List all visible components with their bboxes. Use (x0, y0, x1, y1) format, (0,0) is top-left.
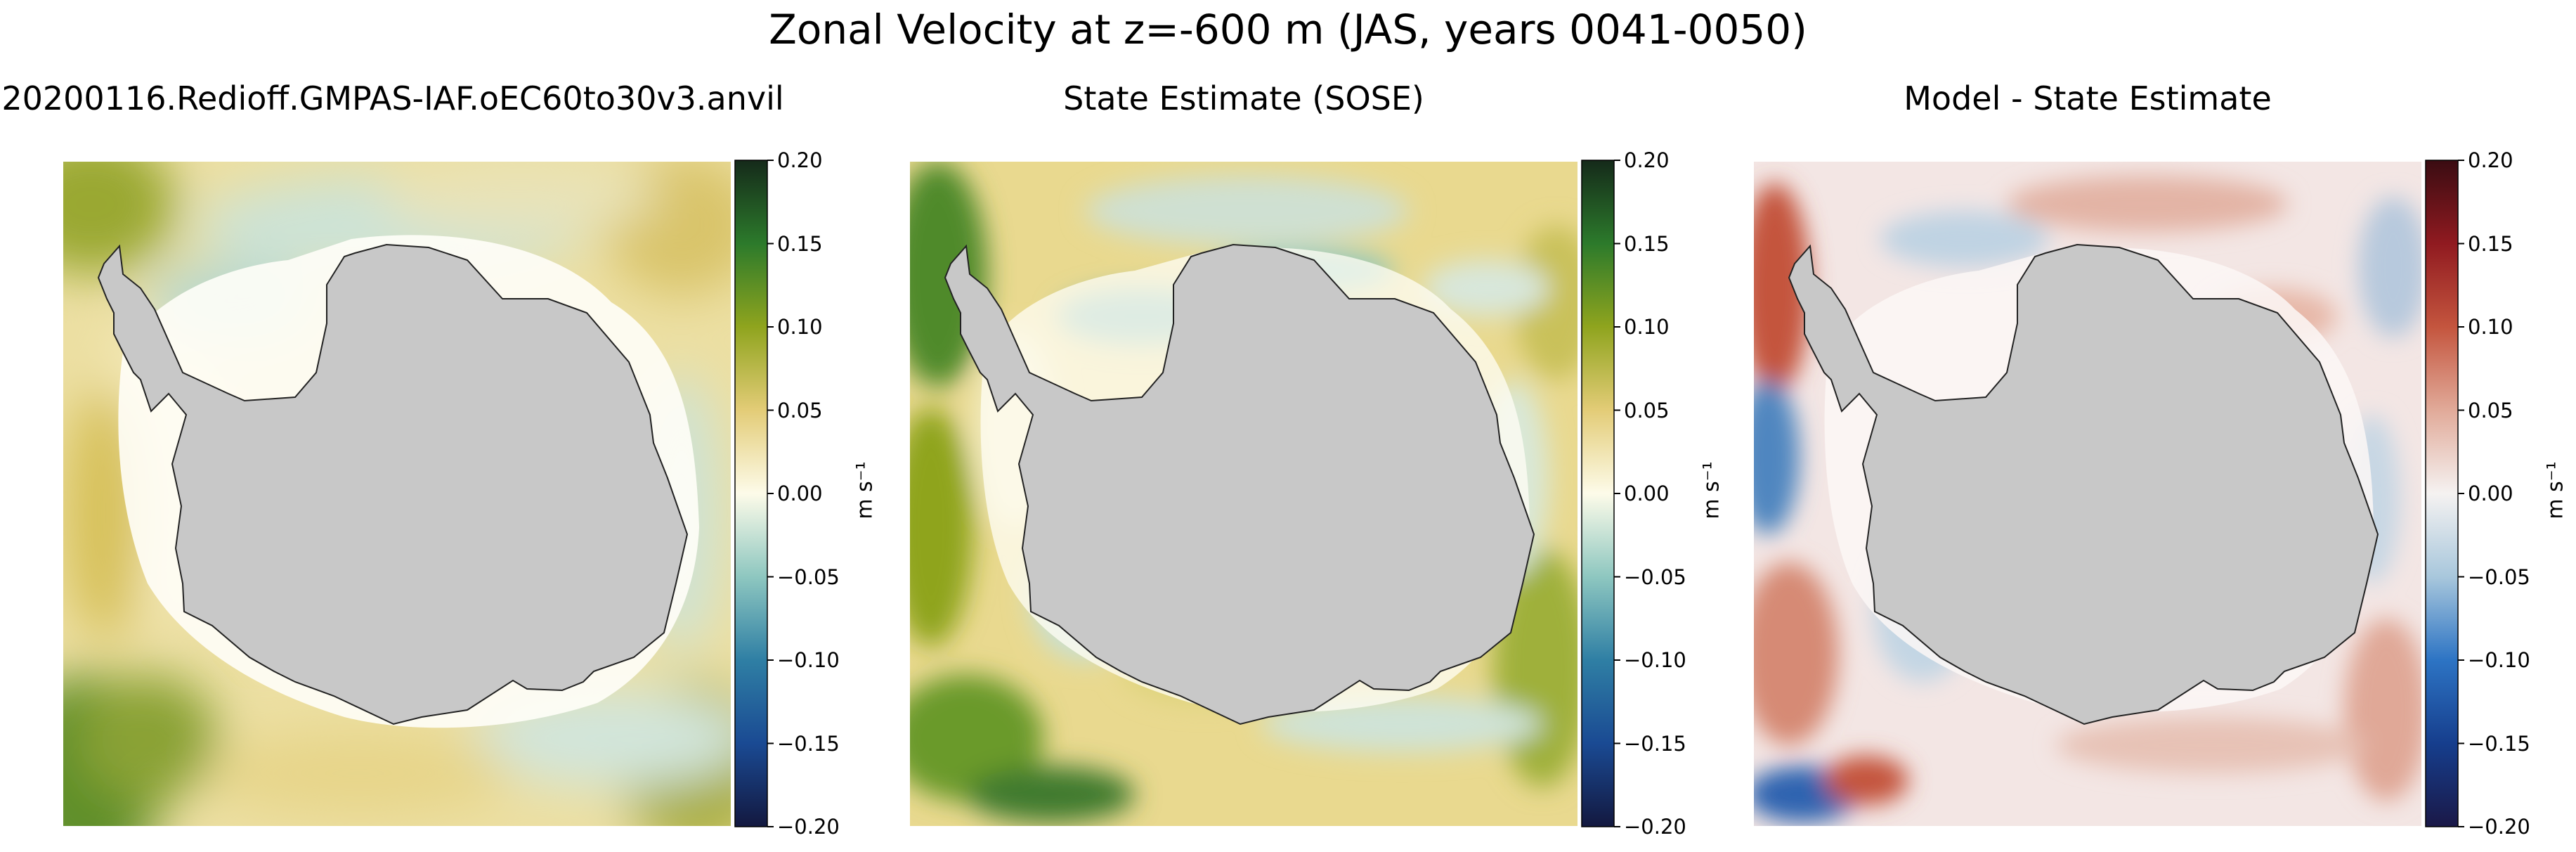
colorbar-gradient (2425, 160, 2459, 827)
map-panel-diff (1754, 162, 2421, 826)
colorbar-sose (1581, 160, 1620, 827)
sose-antarctica (944, 243, 1535, 725)
colorbar-tick-label: −0.20 (1624, 815, 1686, 839)
colorbar-tick-label: −0.05 (777, 564, 840, 589)
colorbar-tick-label: 0.15 (1624, 231, 1670, 256)
colorbar-gradient (734, 160, 768, 827)
map-sose-svg (910, 162, 1578, 826)
colorbar-tick-label: 0.10 (2468, 315, 2513, 339)
diff-antarctica (1788, 243, 2379, 725)
colorbar-tick-label: 0.15 (2468, 231, 2513, 256)
colorbar-diff-svg (2425, 160, 2464, 827)
model-antarctica (97, 243, 689, 725)
colorbar-tick-label: −0.20 (2468, 815, 2530, 839)
colorbar-tick-label: −0.20 (777, 815, 840, 839)
figure-suptitle: Zonal Velocity at z=-600 m (JAS, years 0… (769, 6, 1807, 53)
colorbar-sose-svg (1581, 160, 1620, 827)
colorbar-tick-label: −0.10 (2468, 648, 2530, 672)
colorbar-tick-label: 0.20 (2468, 148, 2513, 172)
map-diff-svg (1754, 162, 2421, 826)
colorbar-sose-unit: m s⁻¹ (1699, 461, 1724, 519)
colorbar-tick-label: 0.00 (2468, 482, 2513, 505)
colorbar-model-unit: m s⁻¹ (852, 461, 878, 519)
colorbar-tick-label: 0.10 (1624, 315, 1670, 339)
panel-title-diff: Model - State Estimate (1904, 79, 2272, 117)
map-model-svg (63, 162, 731, 826)
colorbar-tick-label: 0.05 (1624, 398, 1670, 422)
colorbar-tick-label: 0.10 (777, 315, 823, 339)
colorbar-tick-label: −0.10 (1624, 648, 1686, 672)
colorbar-model-svg (734, 160, 774, 827)
colorbar-diff-unit: m s⁻¹ (2543, 461, 2568, 519)
panel-title-model: 20200116.Redioff.GMPAS-IAF.oEC60to30v3.a… (1, 79, 784, 117)
colorbar-tick-label: −0.15 (2468, 731, 2530, 756)
colorbar-tick-label: 0.20 (777, 148, 823, 172)
map-panel-model (63, 162, 731, 826)
colorbar-diff (2425, 160, 2464, 827)
colorbar-tick-label: 0.15 (777, 231, 823, 256)
map-panel-sose (910, 162, 1578, 826)
colorbar-tick-label: 0.05 (2468, 398, 2513, 422)
colorbar-tick-label: 0.00 (777, 482, 823, 505)
colorbar-tick-label: −0.10 (777, 648, 840, 672)
colorbar-gradient (1581, 160, 1615, 827)
colorbar-tick-label: 0.05 (777, 398, 823, 422)
colorbar-tick-label: 0.00 (1624, 482, 1670, 505)
colorbar-tick-label: −0.05 (1624, 564, 1686, 589)
colorbar-tick-label: −0.15 (777, 731, 840, 756)
colorbar-model (734, 160, 774, 827)
colorbar-tick-label: −0.05 (2468, 564, 2530, 589)
panel-title-sose: State Estimate (SOSE) (1063, 79, 1424, 117)
colorbar-tick-label: −0.15 (1624, 731, 1686, 756)
colorbar-tick-label: 0.20 (1624, 148, 1670, 172)
